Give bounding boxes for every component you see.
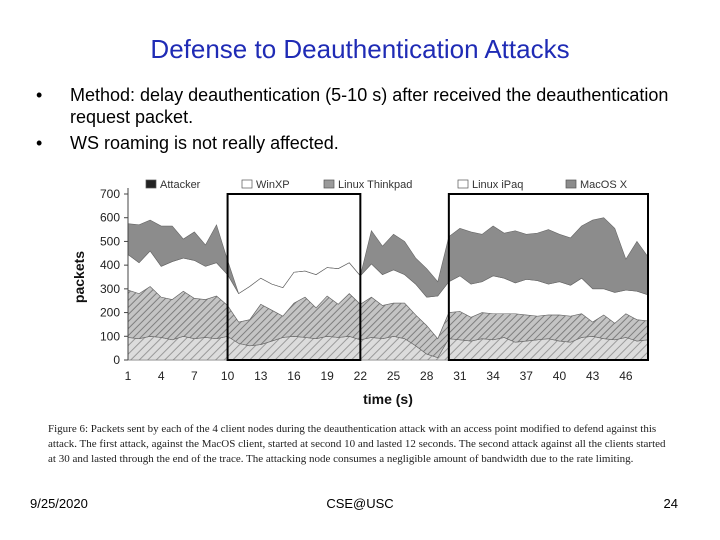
y-tick-label: 200 bbox=[100, 306, 120, 320]
footer-page-number: 24 bbox=[663, 496, 678, 511]
x-tick-label: 46 bbox=[619, 369, 633, 383]
y-tick-label: 700 bbox=[100, 187, 120, 201]
y-tick-label: 300 bbox=[100, 282, 120, 296]
bullet-dot: • bbox=[36, 133, 43, 153]
y-tick-label: 400 bbox=[100, 258, 120, 272]
x-tick-label: 34 bbox=[486, 369, 500, 383]
attack-period-box bbox=[226, 193, 362, 361]
attack-period-box bbox=[447, 193, 650, 361]
x-tick-label: 28 bbox=[420, 369, 434, 383]
x-tick-label: 10 bbox=[221, 369, 235, 383]
legend-swatch bbox=[323, 179, 335, 189]
x-tick-label: 4 bbox=[158, 369, 165, 383]
slide-title: Defense to Deauthentication Attacks bbox=[150, 34, 570, 64]
x-axis-label: time (s) bbox=[363, 391, 413, 407]
footer-date: 9/25/2020 bbox=[30, 496, 88, 511]
x-tick-label: 40 bbox=[553, 369, 567, 383]
legend-swatch bbox=[457, 179, 469, 189]
bullet-dot: • bbox=[36, 85, 43, 105]
x-tick-label: 22 bbox=[354, 369, 368, 383]
chart-legend: Attacker WinXP Linux Thinkpad Linux iPaq Mac… bbox=[145, 179, 628, 191]
x-tick-label: 16 bbox=[287, 369, 301, 383]
legend-label: Attacker bbox=[160, 179, 201, 191]
attack-highlight-boxes bbox=[226, 193, 650, 361]
x-tick-label: 25 bbox=[387, 369, 401, 383]
bullet-item: • Method: delay deauthentication (5-10 s… bbox=[30, 84, 670, 128]
figure-caption: Figure 6: Packets sent by each of the 4 … bbox=[48, 423, 666, 465]
bullet-text: WS roaming is not really affected. bbox=[70, 133, 339, 153]
legend-swatch bbox=[145, 179, 157, 189]
legend-label: WinXP bbox=[256, 179, 290, 191]
legend-label: Linux Thinkpad bbox=[338, 179, 412, 191]
packets-area-chart: Attacker WinXP Linux Thinkpad Linux iPaq Mac… bbox=[71, 179, 650, 407]
bullet-list: • Method: delay deauthentication (5-10 s… bbox=[30, 84, 670, 158]
x-tick-label: 43 bbox=[586, 369, 600, 383]
footer-center: CSE@USC bbox=[326, 496, 394, 511]
y-tick-label: 600 bbox=[100, 211, 120, 225]
legend-swatch bbox=[565, 179, 577, 189]
y-tick-label: 0 bbox=[113, 353, 120, 367]
y-tick-label: 500 bbox=[100, 234, 120, 248]
legend-label: Linux iPaq bbox=[472, 179, 523, 191]
x-tick-label: 19 bbox=[320, 369, 334, 383]
legend-swatch bbox=[241, 179, 253, 189]
x-tick-label: 7 bbox=[191, 369, 198, 383]
chart-axes: 0 100 200 300 400 500 600 700 1 4 7 10 13 16 19 22 25 28 3… bbox=[71, 187, 633, 407]
x-tick-label: 31 bbox=[453, 369, 467, 383]
x-tick-label: 1 bbox=[125, 369, 132, 383]
y-axis-label: packets bbox=[71, 251, 87, 303]
x-tick-label: 13 bbox=[254, 369, 268, 383]
bullet-text: Method: delay deauthentication (5-10 s) … bbox=[70, 85, 669, 127]
bullet-item: • WS roaming is not really affected. bbox=[30, 132, 670, 154]
legend-label: MacOS X bbox=[580, 179, 628, 191]
x-tick-label: 37 bbox=[520, 369, 534, 383]
y-tick-label: 100 bbox=[100, 329, 120, 343]
chart-areas bbox=[127, 217, 649, 361]
